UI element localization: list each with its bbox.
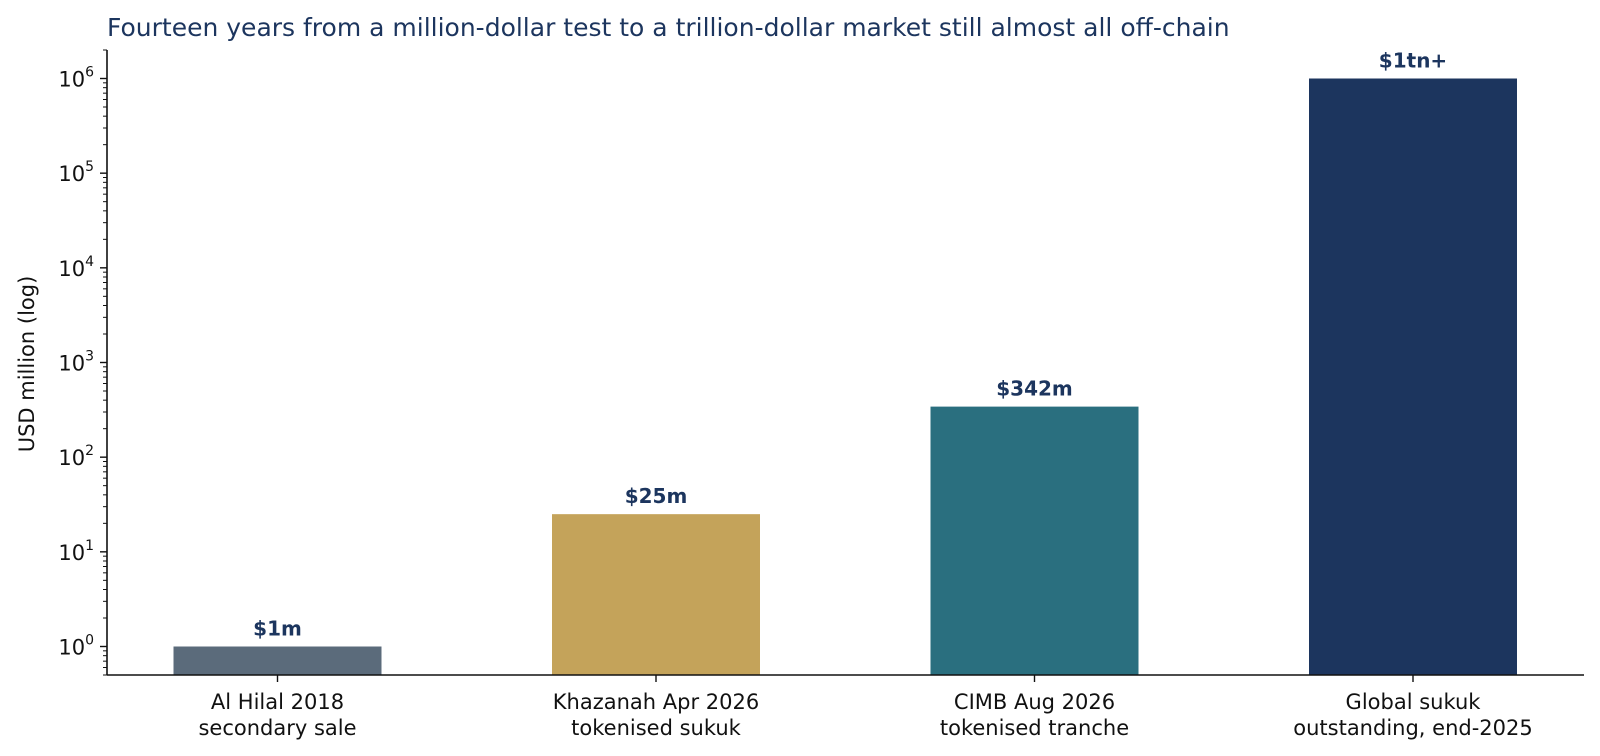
chart-title: Fourteen years from a million-dollar tes… — [107, 13, 1230, 42]
x-tick-label: CIMB Aug 2026 — [954, 690, 1115, 714]
y-tick-label: 104 — [58, 254, 94, 281]
y-tick-exponent: 2 — [85, 443, 94, 459]
y-tick-base: 10 — [58, 446, 85, 470]
y-tick-exponent: 4 — [85, 254, 94, 270]
bar — [552, 514, 760, 675]
x-tick-label: outstanding, end-2025 — [1293, 716, 1532, 740]
y-tick-base: 10 — [58, 68, 85, 92]
y-tick-base: 10 — [58, 162, 85, 186]
bar-value-label: $1tn+ — [1379, 49, 1447, 73]
data-labels: $1m $25m $342m $1tn+ — [253, 49, 1447, 641]
x-tick-label: Global sukuk — [1346, 690, 1482, 714]
x-tick-label: secondary sale — [198, 716, 356, 740]
y-tick-label: 100 — [58, 633, 94, 660]
bar-value-label: $25m — [625, 484, 688, 508]
bar — [930, 406, 1139, 675]
y-tick-label: 103 — [58, 349, 94, 376]
y-tick-base: 10 — [58, 636, 85, 660]
y-tick-exponent: 6 — [85, 65, 94, 81]
bar-value-label: $1m — [253, 617, 302, 641]
y-tick-base: 10 — [58, 541, 85, 565]
bar-value-label: $342m — [996, 377, 1073, 401]
y-tick-exponent: 3 — [85, 349, 94, 365]
y-tick-label: 106 — [58, 65, 94, 92]
y-tick-exponent: 5 — [85, 159, 94, 175]
bars — [173, 78, 1517, 675]
y-tick-base: 10 — [58, 257, 85, 281]
x-tick-label: tokenised sukuk — [571, 716, 742, 740]
x-tick-label: tokenised tranche — [940, 716, 1129, 740]
y-tick-exponent: 0 — [85, 633, 94, 649]
y-tick-label: 102 — [58, 443, 94, 470]
x-tick-label: Khazanah Apr 2026 — [553, 690, 759, 714]
y-axis-label: USD million (log) — [15, 276, 39, 453]
bar — [1309, 78, 1517, 675]
y-tick-exponent: 1 — [85, 538, 94, 554]
bar — [173, 646, 382, 675]
x-tick-label: Al Hilal 2018 — [211, 690, 344, 714]
y-tick-base: 10 — [58, 352, 85, 376]
y-tick-label: 105 — [58, 159, 94, 186]
y-tick-label: 101 — [58, 538, 94, 565]
